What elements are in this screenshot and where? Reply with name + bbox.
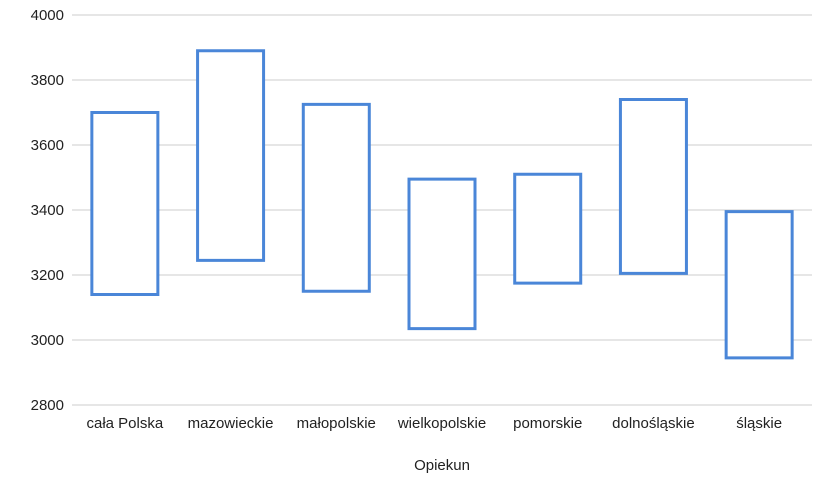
y-tick-label: 3800	[31, 72, 64, 89]
x-tick-label: cała Polska	[86, 415, 163, 432]
x-tick-label: dolnośląskie	[612, 415, 695, 432]
x-tick-label: pomorskie	[513, 415, 582, 432]
x-axis-ticks: cała Polska mazowieckie małopolskie wielkop…	[86, 415, 782, 432]
range-box	[407, 177, 477, 331]
y-tick-label: 3600	[31, 137, 64, 154]
range-box	[724, 210, 794, 360]
x-axis-title: Opiekun	[414, 457, 470, 474]
range-box	[301, 102, 371, 293]
y-axis-ticks: 2800 3000 3200 3400 3600 3800 4000	[31, 7, 64, 414]
y-tick-label: 3400	[31, 202, 64, 219]
x-tick-label: wielkopolskie	[397, 415, 486, 432]
range-box	[90, 111, 160, 296]
range-box	[513, 172, 583, 285]
y-tick-label: 3000	[31, 332, 64, 349]
range-box	[196, 49, 266, 262]
y-tick-label: 2800	[31, 397, 64, 414]
y-tick-label: 4000	[31, 7, 64, 24]
y-tick-label: 3200	[31, 267, 64, 284]
range-boxes	[90, 49, 794, 360]
x-tick-label: śląskie	[736, 415, 782, 432]
x-tick-label: małopolskie	[297, 415, 376, 432]
range-box	[618, 98, 688, 275]
x-tick-label: mazowieckie	[188, 415, 274, 432]
